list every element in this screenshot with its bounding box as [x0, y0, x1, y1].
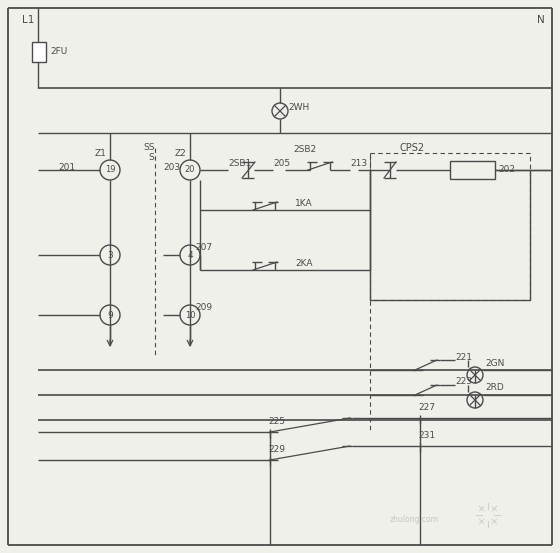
Text: 4: 4: [187, 251, 193, 259]
Text: 1KA: 1KA: [295, 199, 312, 207]
Text: N: N: [537, 15, 545, 25]
Text: CPS2: CPS2: [400, 143, 425, 153]
Text: 202: 202: [498, 165, 515, 175]
Text: S: S: [148, 153, 154, 161]
Text: 221: 221: [455, 352, 472, 362]
Text: 2KA: 2KA: [295, 258, 312, 268]
Text: 19: 19: [105, 165, 115, 175]
Text: 223: 223: [455, 378, 472, 387]
Text: SS: SS: [143, 143, 155, 152]
Text: 3: 3: [107, 251, 113, 259]
Text: 2WH: 2WH: [288, 102, 309, 112]
Text: 225: 225: [268, 418, 285, 426]
Bar: [32, 42, 46, 62]
Text: 2FU: 2FU: [50, 48, 67, 56]
Text: Z2: Z2: [175, 149, 186, 158]
Text: 213: 213: [350, 159, 367, 168]
Text: 205: 205: [273, 159, 290, 168]
Text: 9: 9: [107, 310, 113, 320]
Text: 209: 209: [195, 304, 212, 312]
Text: 10: 10: [185, 310, 195, 320]
Text: 227: 227: [418, 404, 435, 413]
Text: 2RD: 2RD: [485, 383, 504, 393]
Text: 2SB2: 2SB2: [293, 145, 316, 154]
Text: 20: 20: [185, 165, 195, 175]
Text: L1: L1: [22, 15, 34, 25]
Text: 231: 231: [418, 431, 435, 441]
Text: 203: 203: [163, 164, 180, 173]
Text: 207: 207: [195, 243, 212, 253]
Text: 2SB1: 2SB1: [228, 159, 251, 168]
Text: 201: 201: [58, 164, 75, 173]
Text: 229: 229: [268, 446, 285, 455]
Text: zhulong.com: zhulong.com: [390, 515, 439, 524]
Text: Z1: Z1: [95, 149, 107, 158]
Bar: [450, 161, 495, 179]
Text: 2GN: 2GN: [485, 358, 505, 368]
